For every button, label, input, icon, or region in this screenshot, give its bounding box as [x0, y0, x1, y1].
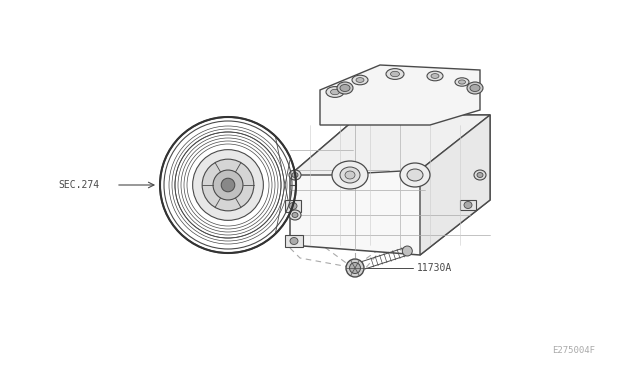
Polygon shape	[320, 65, 480, 125]
Ellipse shape	[464, 202, 472, 208]
Ellipse shape	[289, 202, 297, 209]
Ellipse shape	[356, 78, 364, 83]
Ellipse shape	[340, 167, 360, 183]
FancyBboxPatch shape	[285, 235, 303, 247]
Ellipse shape	[455, 78, 469, 86]
Ellipse shape	[292, 212, 298, 218]
Ellipse shape	[386, 68, 404, 79]
Polygon shape	[290, 115, 490, 175]
Ellipse shape	[458, 80, 465, 84]
Ellipse shape	[289, 210, 301, 220]
Ellipse shape	[340, 84, 350, 92]
Ellipse shape	[349, 263, 360, 273]
Ellipse shape	[474, 170, 486, 180]
Text: 11730A: 11730A	[417, 263, 452, 273]
Ellipse shape	[337, 82, 353, 94]
Ellipse shape	[289, 170, 301, 180]
Ellipse shape	[193, 150, 264, 220]
Ellipse shape	[470, 84, 480, 92]
Ellipse shape	[346, 259, 364, 277]
Polygon shape	[290, 115, 490, 255]
Ellipse shape	[431, 74, 439, 78]
Ellipse shape	[477, 173, 483, 177]
Ellipse shape	[330, 89, 339, 95]
Ellipse shape	[326, 87, 344, 97]
Ellipse shape	[403, 246, 412, 256]
FancyBboxPatch shape	[285, 200, 301, 212]
Ellipse shape	[407, 169, 423, 181]
Ellipse shape	[332, 161, 368, 189]
Ellipse shape	[352, 75, 368, 85]
Ellipse shape	[345, 171, 355, 179]
Ellipse shape	[213, 170, 243, 200]
Ellipse shape	[202, 159, 254, 211]
Ellipse shape	[400, 163, 430, 187]
Ellipse shape	[290, 237, 298, 244]
Text: E275004F: E275004F	[552, 346, 595, 355]
Ellipse shape	[427, 71, 443, 81]
FancyBboxPatch shape	[460, 200, 476, 210]
Polygon shape	[420, 115, 490, 255]
Ellipse shape	[292, 173, 298, 177]
Ellipse shape	[158, 115, 298, 255]
Ellipse shape	[221, 178, 235, 192]
Ellipse shape	[467, 82, 483, 94]
Ellipse shape	[390, 71, 399, 77]
Text: SEC.274: SEC.274	[58, 180, 99, 190]
